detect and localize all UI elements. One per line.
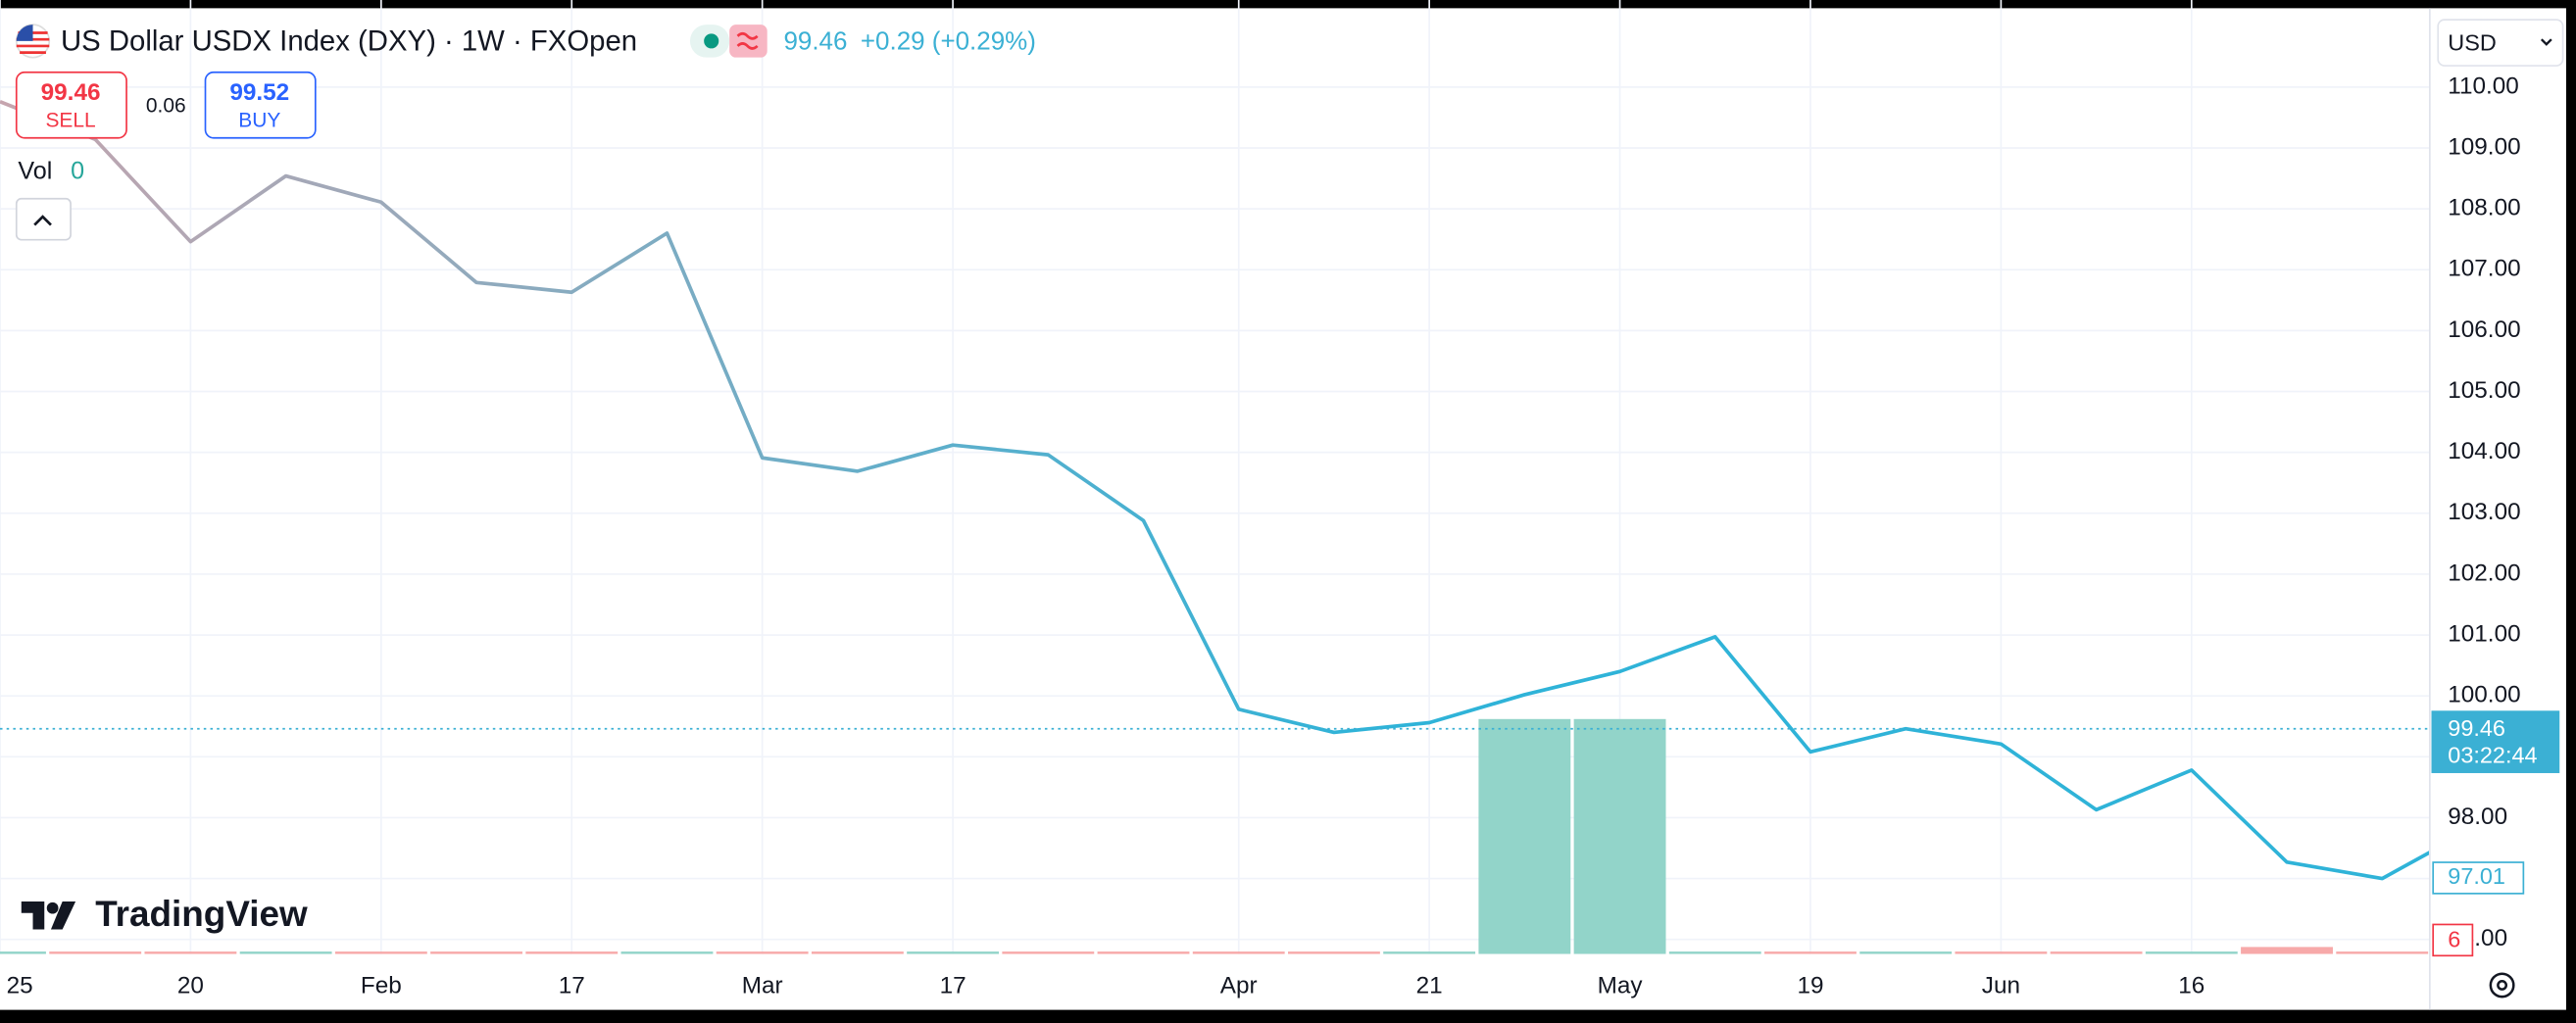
volume-bar xyxy=(2145,951,2238,954)
symbol-title: US Dollar USDX Index (DXY) · 1W · FXOpen xyxy=(61,24,637,57)
y-tick-label: 107.00 xyxy=(2448,256,2520,282)
y-tick-label: 101.00 xyxy=(2448,620,2520,647)
volume-bar xyxy=(49,951,142,954)
marker-box xyxy=(2432,861,2525,895)
volume-bar xyxy=(1955,951,2048,954)
sell-price: 99.46 xyxy=(41,79,101,106)
y-tick-label: 105.00 xyxy=(2448,377,2520,404)
approx-icon xyxy=(736,32,759,50)
y-tick-label: 100.00 xyxy=(2448,682,2520,708)
status-dot xyxy=(704,33,719,49)
x-tick-label: 19 xyxy=(1797,973,1823,999)
chevron-up xyxy=(33,215,52,226)
y-tick-label: 109.00 xyxy=(2448,133,2520,160)
volume-bar xyxy=(1383,951,1476,954)
sell-button[interactable] xyxy=(15,71,127,139)
volume-bar xyxy=(1192,951,1285,954)
sell-label: SELL xyxy=(45,110,95,132)
x-tick-label: 17 xyxy=(559,973,585,999)
volume-bar xyxy=(334,951,427,954)
last-price-label: 99.46 xyxy=(2448,715,2505,741)
volume-bar xyxy=(1288,951,1380,954)
y-tick-label: 102.00 xyxy=(2448,560,2520,586)
price-line xyxy=(0,100,2430,881)
buy-button[interactable] xyxy=(204,71,317,139)
x-tick-label: Mar xyxy=(742,973,783,999)
volume-bar xyxy=(716,951,809,954)
volume-bar xyxy=(430,951,522,954)
volume-bar xyxy=(239,951,332,954)
y-tick-label: 108.00 xyxy=(2448,195,2520,221)
x-tick-label: 17 xyxy=(940,973,966,999)
buy-label: BUY xyxy=(238,110,280,132)
volume-value: 0 xyxy=(71,158,84,185)
x-tick-label: May xyxy=(1598,973,1644,999)
marker-label: 97.01 xyxy=(2448,863,2505,889)
volume-bar xyxy=(1097,951,1190,954)
volume-bar xyxy=(525,951,619,954)
currency-select[interactable] xyxy=(2437,19,2564,67)
marker2-box xyxy=(2432,923,2474,957)
volume-bar xyxy=(1764,951,1857,954)
y-tick-label: 98.00 xyxy=(2448,804,2507,830)
x-tick-label: 25 xyxy=(7,973,33,999)
y-tick-label: 104.00 xyxy=(2448,438,2520,464)
volume-bar xyxy=(907,951,1000,954)
last-price-box xyxy=(2431,710,2560,773)
volume-bar xyxy=(1573,718,1666,954)
y-tick-label: 110.00 xyxy=(2448,73,2519,99)
volume-bar xyxy=(811,951,904,954)
flag-icon xyxy=(15,24,51,59)
x-tick-label: Apr xyxy=(1220,973,1258,999)
delay-badge[interactable] xyxy=(729,24,768,58)
logo-icon xyxy=(21,901,76,930)
volume-bar xyxy=(2050,951,2143,954)
x-tick-label: 16 xyxy=(2178,973,2204,999)
y-tick-label: 106.00 xyxy=(2448,317,2520,343)
spread: 0.06 xyxy=(146,94,186,117)
volume-bar xyxy=(1859,951,1953,954)
marker2-label: 6 xyxy=(2448,926,2460,951)
last-price: 99.46 xyxy=(783,25,847,55)
x-tick-label: 21 xyxy=(1416,973,1443,999)
buy-price: 99.52 xyxy=(229,79,289,106)
price-change: +0.29 (+0.29%) xyxy=(861,25,1036,55)
volume-bar xyxy=(1002,951,1095,954)
volume-bar xyxy=(0,951,46,954)
currency: USD xyxy=(2448,29,2497,55)
volume-bar xyxy=(620,951,714,954)
x-tick-label: Jun xyxy=(1982,973,2020,999)
x-tick-label: Feb xyxy=(361,973,402,999)
settings-icon[interactable] xyxy=(2489,972,2515,999)
volume-bar xyxy=(1478,718,1571,954)
y-tick-label: 103.00 xyxy=(2448,499,2520,525)
dropdown-chevron xyxy=(2540,38,2552,46)
volume-bar xyxy=(2336,951,2429,954)
volume-bar xyxy=(2241,947,2333,954)
countdown: 03:22:44 xyxy=(2448,742,2537,767)
volume-bar xyxy=(144,951,237,954)
volume-label: Vol xyxy=(18,158,52,185)
panel xyxy=(0,8,2566,1010)
x-tick-label: 20 xyxy=(177,973,204,999)
logo-text: TradingView xyxy=(95,894,308,934)
volume-bar xyxy=(1668,951,1761,954)
